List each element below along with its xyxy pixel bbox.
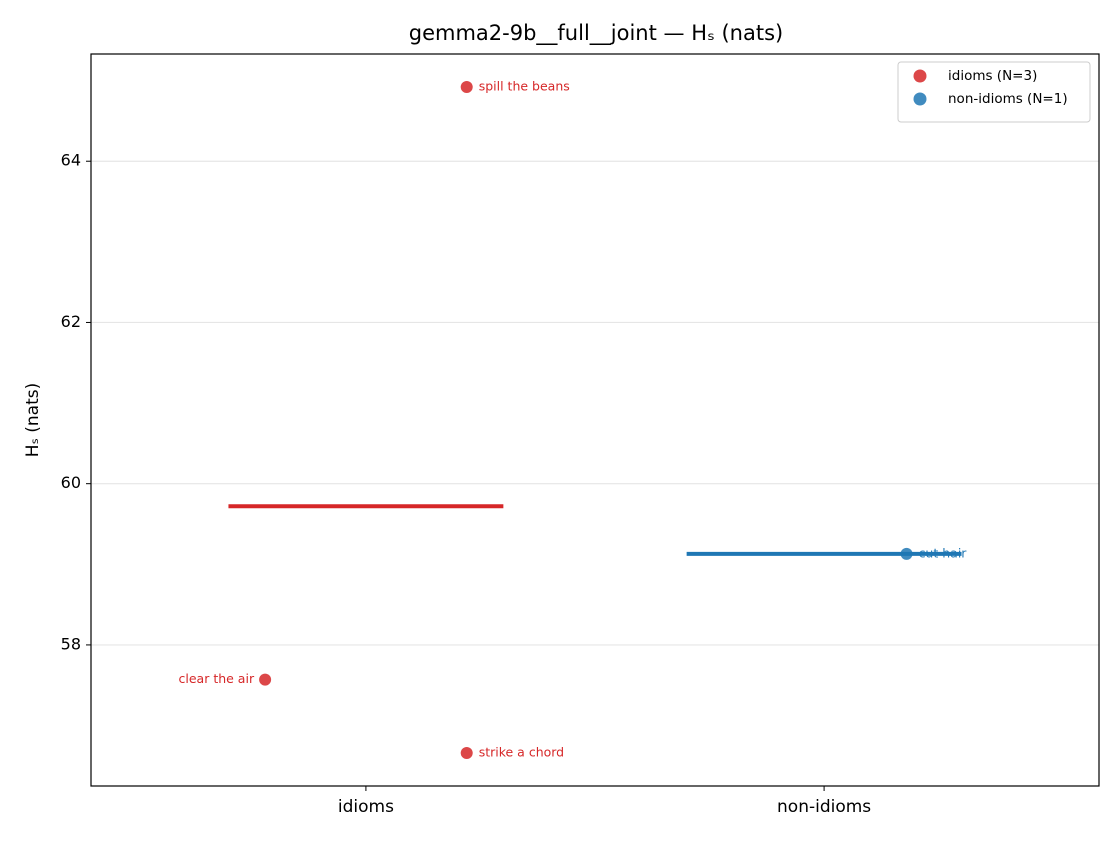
point-label: clear the air [179,671,255,686]
data-point [460,746,473,759]
data-point [460,81,473,94]
legend-label: non-idioms (N=1) [948,91,1068,107]
legend: idioms (N=3) non-idioms (N=1) [897,61,1091,123]
x-tick-label: idioms [338,797,394,817]
legend-marker [913,92,927,106]
point-label: spill the beans [479,79,570,94]
y-tick-label: 62 [61,312,81,331]
y-tick-label: 60 [61,473,81,492]
legend-marker [913,69,927,83]
point-label: cut hair [919,545,968,560]
chart-title: gemma2-9b__full__joint — Hₛ (nats) [409,21,783,46]
y-tick-label: 64 [61,151,81,170]
legend-label: idioms (N=3) [948,68,1037,84]
y-axis-label: Hₛ (nats) [23,383,43,458]
legend-box [897,61,1091,123]
y-tick-label: 58 [61,634,81,653]
point-label: strike a chord [479,744,564,759]
data-point [259,673,272,686]
data-point [900,547,913,560]
x-tick-label: non-idioms [777,797,871,817]
plot-frame [90,53,1100,787]
